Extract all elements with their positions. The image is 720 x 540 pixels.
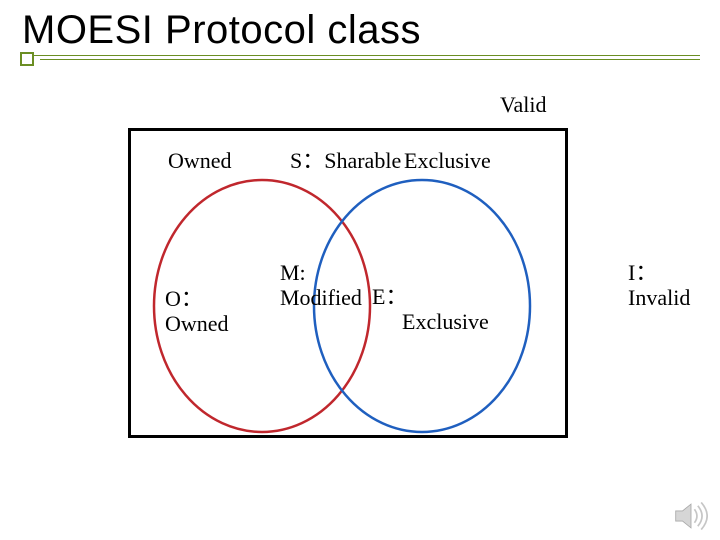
label-e-exclusive: E：Exclusive bbox=[372, 284, 489, 335]
label-owned-top: Owned bbox=[168, 148, 232, 173]
label-o-owned: O： Owned bbox=[165, 286, 229, 337]
label-s-sharable: S：Sharable bbox=[290, 148, 401, 173]
label-exclusive-top: Exclusive bbox=[404, 148, 491, 173]
label-i-invalid: I： Invalid bbox=[628, 260, 690, 311]
slide: MOESI Protocol class Valid Owned S：Shara… bbox=[0, 0, 720, 540]
label-valid: Valid bbox=[500, 92, 546, 117]
label-m-modified: M: Modified bbox=[280, 260, 362, 311]
speaker-icon bbox=[674, 502, 708, 530]
